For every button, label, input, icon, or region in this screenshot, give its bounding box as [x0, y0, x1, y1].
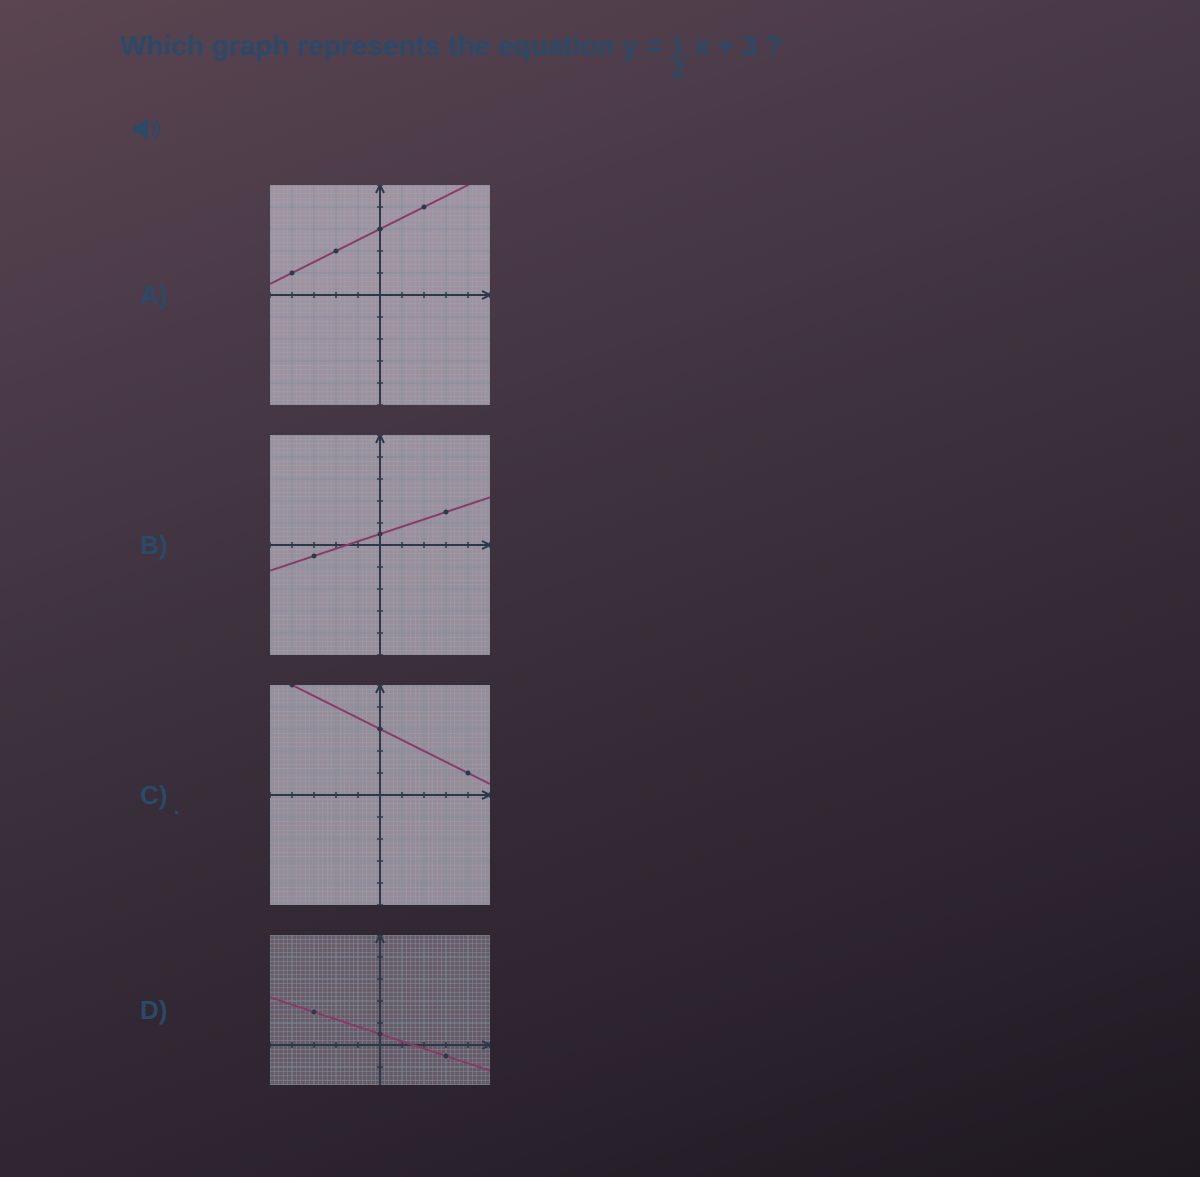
option-b[interactable]: B) [140, 435, 1080, 655]
question-prefix: Which graph represents the equation y = [120, 30, 662, 62]
option-d[interactable]: D) [140, 935, 1080, 1085]
option-label-c: C). [140, 780, 180, 811]
option-label-a: A) [140, 280, 180, 311]
option-label-d: D) [140, 995, 180, 1026]
options-list: A) B) C). D) [140, 185, 1080, 1085]
question-suffix: x + 3 ? [694, 30, 782, 62]
option-c[interactable]: C). [140, 685, 1080, 905]
fraction-denominator: 2 [668, 59, 688, 81]
option-label-b: B) [140, 530, 180, 561]
fraction: 1 2 [668, 35, 688, 81]
question-text: Which graph represents the equation y = … [120, 30, 1080, 83]
graph-c [270, 685, 490, 905]
graph-a [270, 185, 490, 405]
fraction-numerator: 1 [668, 35, 688, 59]
graph-b [270, 435, 490, 655]
option-a[interactable]: A) [140, 185, 1080, 405]
audio-icon[interactable] [130, 113, 162, 145]
graph-d [270, 935, 490, 1085]
